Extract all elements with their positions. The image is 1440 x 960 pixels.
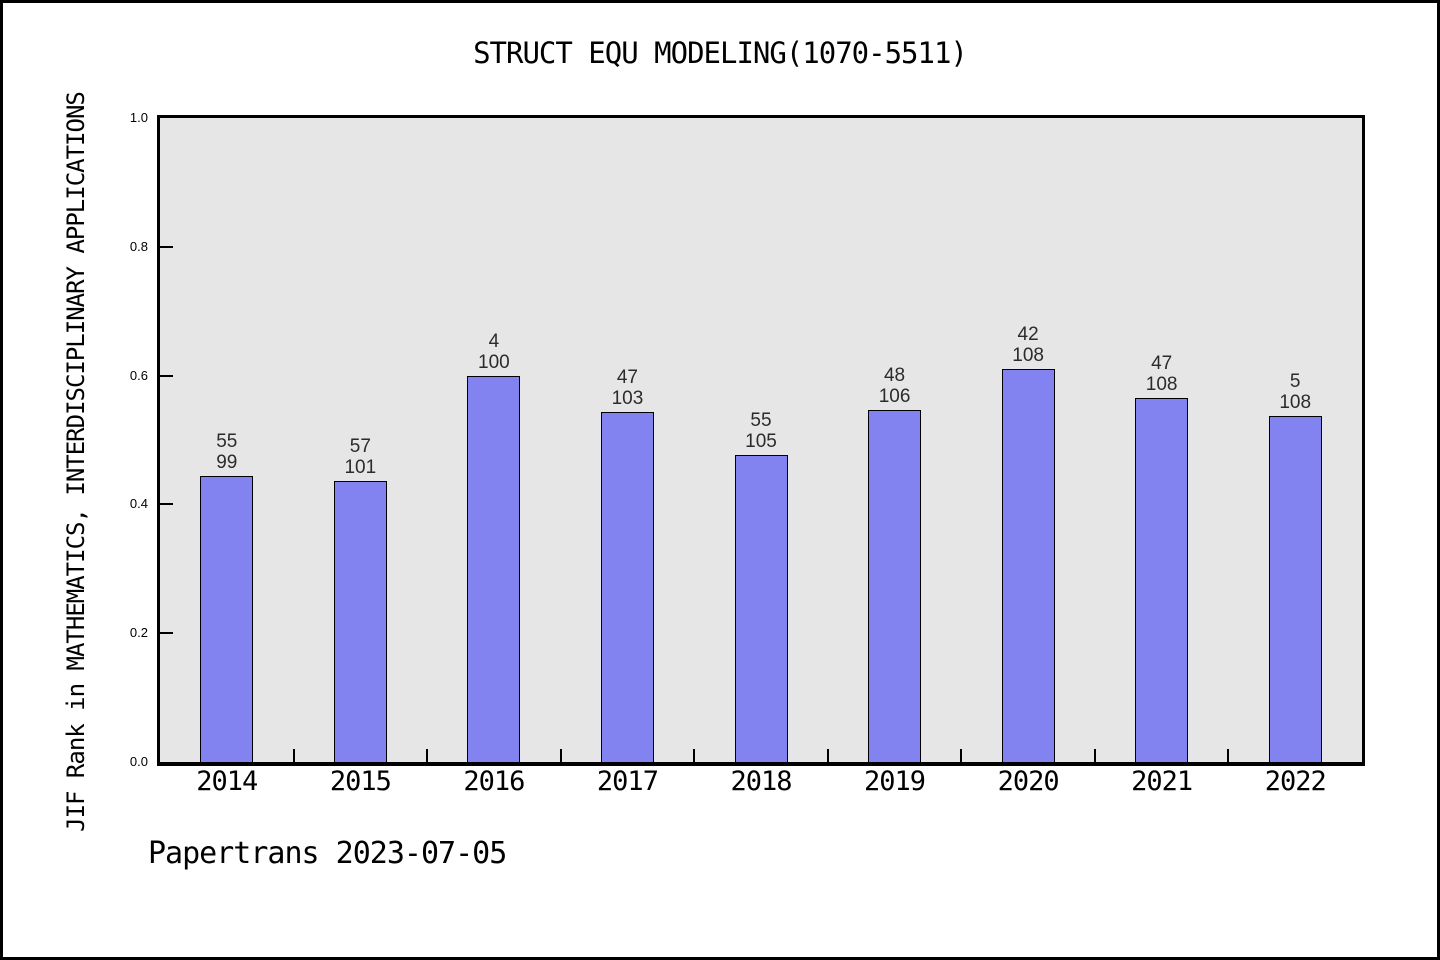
- x-axis-label-2017: 2017: [596, 766, 659, 797]
- x-axis-label-2016: 2016: [463, 766, 525, 797]
- bar-rank-value: 5: [1289, 371, 1301, 392]
- bar-rank-value: 47: [616, 367, 638, 388]
- y-axis-tick-label-0.4: 0.4: [129, 496, 148, 512]
- bar-2022: [1268, 416, 1322, 762]
- bar-total-value: 100: [478, 352, 510, 373]
- bar-value-label-2021: 47 108: [1107, 353, 1217, 395]
- plot-area: 55 99 57 101 4 100 47 103 55 105 48 106 42 108 47 108 5 1…: [157, 115, 1365, 766]
- x-axis-tick: [693, 749, 696, 762]
- bar-rank-value: 57: [349, 436, 371, 457]
- y-axis-tick-label-1.0: 1.0: [129, 110, 148, 125]
- y-axis-tick: [160, 503, 173, 506]
- bar-rank-value: 55: [750, 410, 772, 431]
- bar-total-value: 108: [1279, 392, 1312, 413]
- bar-rank-value: 4: [488, 331, 500, 352]
- bar-total-value: 108: [1145, 374, 1178, 395]
- x-axis-tick: [559, 749, 562, 762]
- bar-2019: [868, 410, 922, 762]
- bar-total-value: 105: [745, 431, 777, 452]
- bar-rank-value: 55: [216, 431, 238, 452]
- bar-value-label-2022: 5 108: [1240, 371, 1350, 413]
- bar-total-value: 103: [611, 388, 644, 409]
- x-axis-tick: [1227, 749, 1230, 762]
- bar-2014: [200, 476, 254, 762]
- x-axis-label-2020: 2020: [997, 766, 1060, 797]
- bar-value-label-2018: 55 105: [706, 410, 816, 452]
- bar-2017: [600, 412, 654, 762]
- x-axis-tick: [1093, 749, 1096, 762]
- y-axis-tick-label-0.8: 0.8: [129, 238, 148, 254]
- bar-value-label-2020: 42 108: [973, 324, 1083, 366]
- bar-value-label-2019: 48 106: [840, 365, 950, 407]
- y-axis-title-text: JIF Rank in MATHEMATICS, INTERDISCIPLINA…: [62, 92, 90, 832]
- x-axis-label-2015: 2015: [329, 766, 392, 797]
- bar-value-label-2016: 4 100: [439, 331, 549, 373]
- y-axis-tick: [160, 245, 173, 248]
- bar-total-value: 106: [878, 386, 911, 407]
- bar-value-label-2017: 47 103: [572, 367, 682, 409]
- bar-total-value: 99: [216, 452, 238, 473]
- bar-total-value: 108: [1012, 345, 1044, 366]
- bar-rank-value: 47: [1151, 353, 1173, 374]
- x-axis-tick: [292, 749, 295, 762]
- x-axis-tick: [426, 749, 429, 762]
- bar-rank-value: 42: [1017, 324, 1039, 345]
- chart-title: STRUCT EQU MODELING(1070-5511): [473, 36, 968, 70]
- bar-rank-value: 48: [883, 365, 906, 386]
- x-axis-label-2014: 2014: [196, 766, 258, 797]
- x-axis-label-2019: 2019: [864, 766, 926, 797]
- x-axis-tick: [826, 749, 829, 762]
- bar-total-value: 101: [344, 457, 377, 478]
- y-axis-tick-label-0.2: 0.2: [129, 625, 148, 641]
- bar-value-label-2014: 55 99: [172, 431, 282, 473]
- x-axis-label-2018: 2018: [730, 766, 792, 797]
- x-axis-tick: [960, 749, 963, 762]
- y-axis-tick-label-0.6: 0.6: [129, 367, 148, 383]
- bar-2021: [1135, 398, 1189, 762]
- footer-watermark: Papertrans 2023-07-05: [148, 836, 507, 871]
- bar-2018: [734, 455, 788, 762]
- bar-2020: [1001, 369, 1055, 762]
- y-axis-tick-label-0.0: 0.0: [129, 754, 148, 769]
- y-axis-tick: [160, 374, 173, 377]
- bar-2015: [333, 481, 387, 762]
- x-axis-label-2021: 2021: [1131, 766, 1193, 797]
- x-axis-label-2022: 2022: [1264, 766, 1327, 797]
- bar-value-label-2015: 57 101: [305, 436, 415, 478]
- bar-2016: [467, 376, 521, 762]
- y-axis-tick: [160, 632, 173, 635]
